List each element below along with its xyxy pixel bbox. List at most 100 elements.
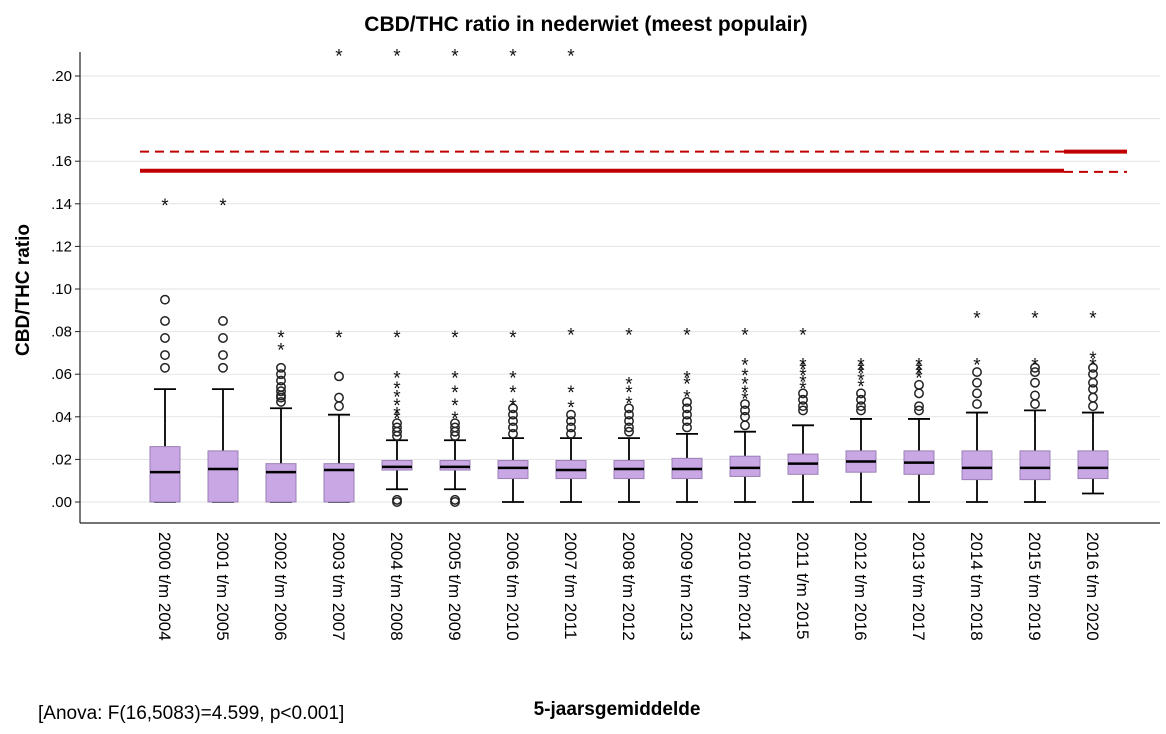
y-tick-label: .12 [51,238,72,255]
outlier-point [276,386,286,397]
extreme-point: * [973,356,981,377]
outlier-point [682,416,692,427]
extreme-point: * [219,196,227,217]
extreme-point: * [393,47,401,68]
extreme-point: * [509,47,517,68]
outlier-point [1030,377,1040,388]
box-group: ******** [381,47,413,507]
x-axis-label: 5-jaarsgemiddelde [534,699,701,720]
outlier-point [508,422,518,433]
x-category-label: 2002 t/m 2006 [271,532,290,641]
outlier-point [740,420,750,431]
outlier-point [334,401,344,412]
outlier-point [914,405,924,416]
outlier-point [1088,369,1098,380]
y-tick-label: .10 [51,281,72,298]
box-iqr [1019,450,1051,481]
outlier-point [160,316,170,326]
chart-title: CBD/THC ratio in nederwiet (meest popula… [364,13,807,36]
extreme-point: * [1089,349,1097,370]
extreme-point: * [973,309,981,330]
extreme-point: * [683,375,691,396]
outlier-point [798,388,808,399]
extreme-point: * [683,368,691,389]
box-iqr [961,450,993,481]
extreme-point: * [509,368,517,389]
extreme-point: * [451,368,459,389]
extreme-point: * [799,356,807,377]
extreme-point: * [625,326,633,347]
extreme-point: * [451,383,459,404]
x-category-label: 2011 t/m 2015 [793,532,812,639]
outlier-point [392,418,402,429]
outlier-point [1030,399,1040,409]
anova-footnote: [Anova: F(16,5083)=4.599, p<0.001] [38,703,345,724]
extreme-point: * [393,388,401,409]
outlier-point [276,396,286,407]
outlier-point [508,428,518,439]
box-iqr [1077,450,1109,480]
x-category-label: 2000 t/m 2004 [155,532,174,641]
y-tick-label: .00 [51,494,72,511]
box-group: ****** [439,47,471,507]
outlier-point [160,362,170,373]
extreme-point: * [393,368,401,389]
x-category-label: 2010 t/m 2014 [735,532,754,641]
grid-lines [80,75,1160,503]
box-group: ** [265,328,297,503]
outlier-point [914,388,924,399]
extreme-point: * [625,394,633,415]
y-tick-label: .20 [51,68,72,85]
box-group: ** [961,309,993,503]
outlier-point [798,405,808,416]
extreme-point: * [799,373,807,394]
extreme-point: * [683,326,691,347]
outlier-point [566,428,576,439]
outlier-point [218,333,228,343]
y-tick-label: .06 [51,366,72,383]
extreme-point: * [915,360,923,381]
outlier-point [972,388,982,399]
box-group: *** [1077,309,1109,495]
outlier-point [276,369,286,380]
box-iqr [265,463,297,503]
outlier-point [624,422,634,433]
extreme-point: * [799,326,807,347]
extreme-point: * [915,356,923,377]
extreme-point: * [683,388,691,409]
extreme-point: * [741,390,749,411]
extreme-point: * [277,341,285,362]
outlier-point [856,405,866,416]
extreme-point: * [741,366,749,387]
outlier-point [508,403,518,414]
box-iqr [207,450,239,503]
extreme-point: * [1089,356,1097,377]
extreme-point: * [799,360,807,381]
x-category-label: 2003 t/m 2007 [329,532,348,641]
y-tick-label: .04 [51,409,72,426]
x-category-label: 2005 t/m 2009 [445,532,464,641]
outlier-point [566,422,576,433]
outlier-point [624,409,634,420]
outlier-point [682,409,692,420]
outlier-point [1030,367,1040,378]
outlier-point [566,416,576,427]
extreme-point: * [393,396,401,417]
box-iqr [381,459,413,471]
x-category-label: 2001 t/m 2005 [213,532,232,641]
outlier-point [740,405,750,416]
box-group: **** [555,47,587,503]
outlier-point [160,350,170,360]
x-category-label: 2007 t/m 2011 [561,532,580,639]
box-group: **** [671,326,703,503]
outlier-point [1088,362,1098,373]
outlier-point [1088,401,1098,412]
outlier-point [798,401,808,412]
outlier-point [798,394,808,405]
extreme-point: * [857,360,865,381]
outlier-point [160,294,170,305]
extreme-point: * [567,383,575,404]
outlier-point [218,362,228,373]
box-group: **** [903,356,935,503]
extreme-point: * [915,368,923,389]
